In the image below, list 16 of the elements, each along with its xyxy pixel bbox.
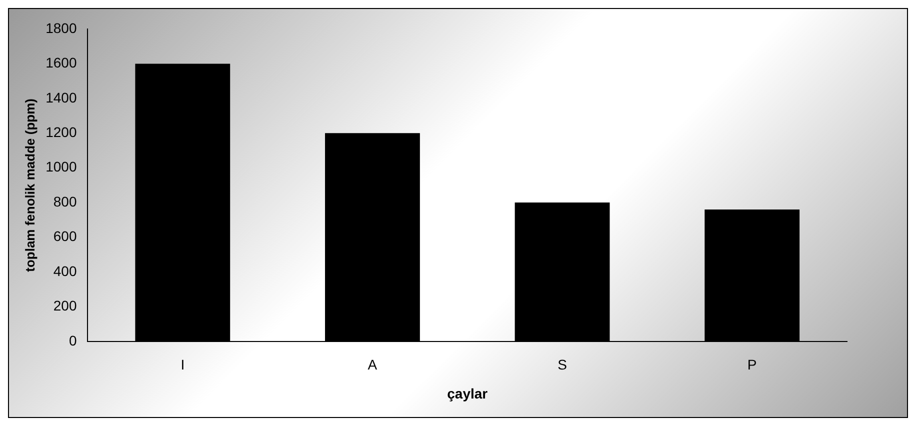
y-tick-label: 1400: [46, 89, 77, 106]
y-tick-label: 0: [68, 332, 77, 348]
y-tick-label: 1200: [46, 124, 77, 140]
x-tick-label: S: [558, 356, 567, 373]
y-axis-title: toplam fenolik madde (ppm): [22, 98, 38, 272]
y-tick-label: 200: [53, 298, 77, 314]
x-tick-label: I: [180, 356, 185, 373]
y-tick-label: 800: [53, 193, 77, 210]
y-tick-label: 1600: [46, 54, 77, 71]
y-tick-label: 1000: [46, 158, 77, 175]
y-tick-label: 600: [53, 228, 77, 244]
x-axis-title: çaylar: [447, 385, 488, 402]
x-tick-label: P: [747, 356, 757, 373]
y-tick-label: 1800: [46, 20, 77, 36]
x-tick-label: A: [368, 356, 378, 373]
y-tick-label: 400: [53, 262, 77, 279]
